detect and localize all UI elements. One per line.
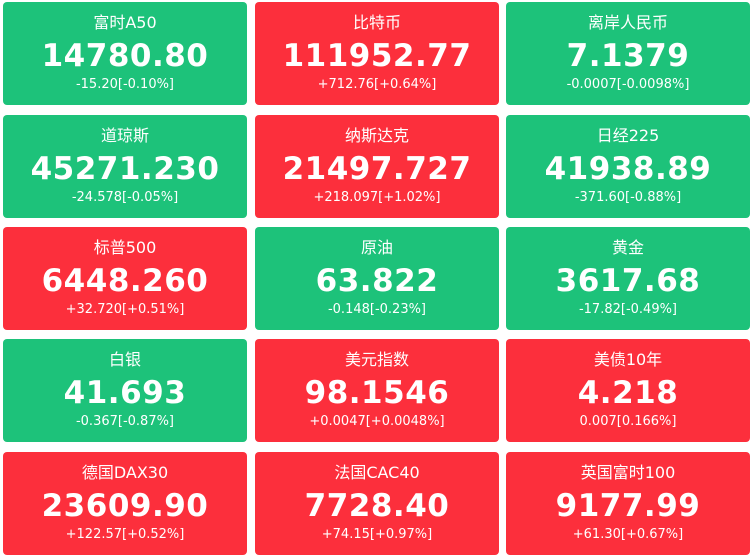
quote-tile-gold[interactable]: 黄金 3617.68 -17.82[-0.49%] — [506, 227, 750, 330]
quote-name: 标普500 — [93, 238, 157, 257]
quote-price: 3617.68 — [555, 263, 701, 299]
quote-tile-nikkei-225[interactable]: 日经225 41938.89 -371.60[-0.88%] — [506, 115, 750, 218]
quote-tile-nasdaq[interactable]: 纳斯达克 21497.727 +218.097[+1.02%] — [255, 115, 499, 218]
quote-price: 6448.260 — [41, 263, 209, 299]
quote-change: -371.60[-0.88%] — [574, 190, 682, 205]
quote-price: 45271.230 — [30, 151, 220, 187]
quote-price: 7.1379 — [566, 38, 690, 74]
quote-tile-offshore-rmb[interactable]: 离岸人民币 7.1379 -0.0007[-0.0098%] — [506, 2, 750, 105]
quote-name: 美元指数 — [344, 350, 409, 369]
quote-change: -0.367[-0.87%] — [75, 414, 175, 429]
quote-price: 4.218 — [577, 375, 679, 411]
quote-price: 7728.40 — [304, 488, 450, 524]
quote-tile-silver[interactable]: 白银 41.693 -0.367[-0.87%] — [3, 339, 247, 442]
quote-price: 41.693 — [63, 375, 187, 411]
quote-name: 原油 — [360, 238, 393, 257]
quote-price: 23609.90 — [41, 488, 209, 524]
quote-change: +122.57[+0.52%] — [65, 527, 185, 542]
quote-price: 21497.727 — [282, 151, 472, 187]
quote-price: 9177.99 — [555, 488, 701, 524]
quote-change: +0.0047[+0.0048%] — [309, 414, 445, 429]
quote-tile-sp-500[interactable]: 标普500 6448.260 +32.720[+0.51%] — [3, 227, 247, 330]
quote-name: 德国DAX30 — [81, 463, 169, 482]
quote-tile-ftse-100[interactable]: 英国富时100 9177.99 +61.30[+0.67%] — [506, 452, 750, 555]
quote-tile-bitcoin[interactable]: 比特币 111952.77 +712.76[+0.64%] — [255, 2, 499, 105]
quote-name: 富时A50 — [93, 13, 157, 32]
quote-name: 黄金 — [611, 238, 644, 257]
quote-price: 111952.77 — [282, 38, 472, 74]
quote-tile-ftse-china-a50[interactable]: 富时A50 14780.80 -15.20[-0.10%] — [3, 2, 247, 105]
quote-change: +218.097[+1.02%] — [313, 190, 441, 205]
quote-tile-cac-40[interactable]: 法国CAC40 7728.40 +74.15[+0.97%] — [255, 452, 499, 555]
quote-price: 14780.80 — [41, 38, 209, 74]
quote-price: 98.1546 — [304, 375, 450, 411]
quote-change: -17.82[-0.49%] — [578, 302, 678, 317]
quote-change: -0.0007[-0.0098%] — [566, 77, 690, 92]
quote-change: -0.148[-0.23%] — [327, 302, 427, 317]
quote-name: 法国CAC40 — [334, 463, 420, 482]
quote-change: -15.20[-0.10%] — [75, 77, 175, 92]
quote-name: 美债10年 — [593, 350, 663, 369]
quote-name: 英国富时100 — [580, 463, 676, 482]
quote-tile-crude-oil[interactable]: 原油 63.822 -0.148[-0.23%] — [255, 227, 499, 330]
quote-tile-us-10y-treasury[interactable]: 美债10年 4.218 0.007[0.166%] — [506, 339, 750, 442]
quote-change: -24.578[-0.05%] — [71, 190, 179, 205]
quote-change: +61.30[+0.67%] — [572, 527, 684, 542]
quote-name: 日经225 — [596, 126, 660, 145]
quote-name: 白银 — [108, 350, 141, 369]
quote-name: 纳斯达克 — [344, 126, 409, 145]
quote-tile-dollar-index[interactable]: 美元指数 98.1546 +0.0047[+0.0048%] — [255, 339, 499, 442]
quote-change: 0.007[0.166%] — [579, 414, 677, 429]
quote-tile-dax-30[interactable]: 德国DAX30 23609.90 +122.57[+0.52%] — [3, 452, 247, 555]
quote-name: 道琼斯 — [100, 126, 149, 145]
quote-change: +74.15[+0.97%] — [321, 527, 433, 542]
quote-name: 比特币 — [352, 13, 401, 32]
quote-price: 41938.89 — [544, 151, 712, 187]
quote-name: 离岸人民币 — [587, 13, 668, 32]
quote-change: +712.76[+0.64%] — [317, 77, 437, 92]
quote-price: 63.822 — [315, 263, 439, 299]
quote-tile-dow-jones[interactable]: 道琼斯 45271.230 -24.578[-0.05%] — [3, 115, 247, 218]
quote-change: +32.720[+0.51%] — [65, 302, 185, 317]
